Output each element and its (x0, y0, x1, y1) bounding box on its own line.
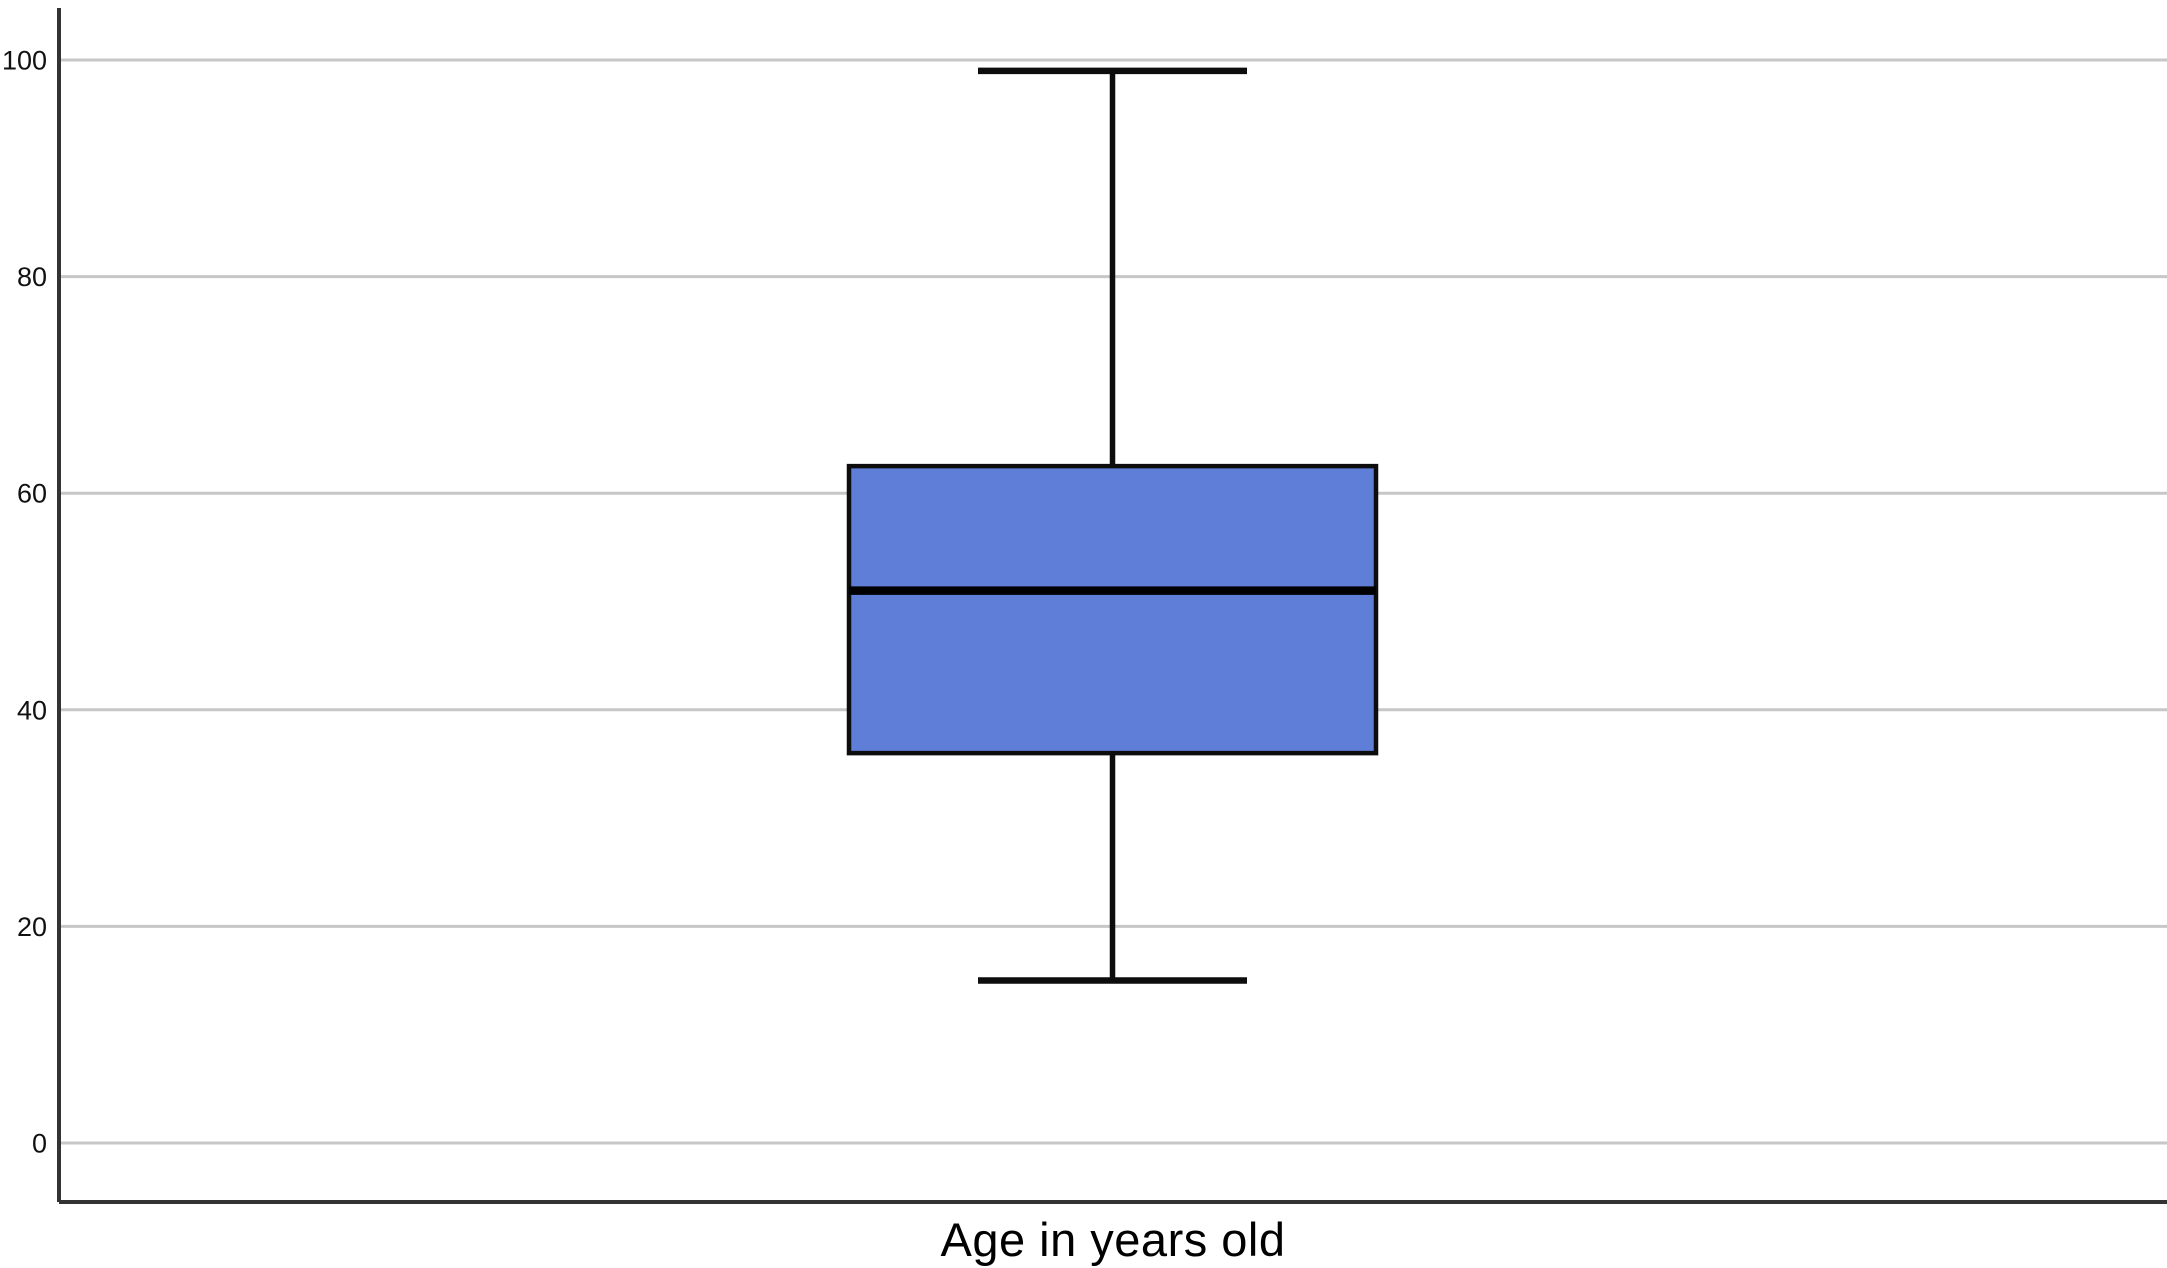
y-tick-label: 100 (2, 45, 47, 75)
y-tick-label: 20 (17, 912, 47, 942)
x-axis-title: Age in years old (940, 1213, 1286, 1266)
y-tick-label: 80 (17, 262, 47, 292)
y-tick-label: 0 (32, 1128, 47, 1158)
y-tick-label: 40 (17, 695, 47, 725)
iqr-box (846, 463, 1379, 756)
y-tick-label: 60 (17, 479, 47, 509)
